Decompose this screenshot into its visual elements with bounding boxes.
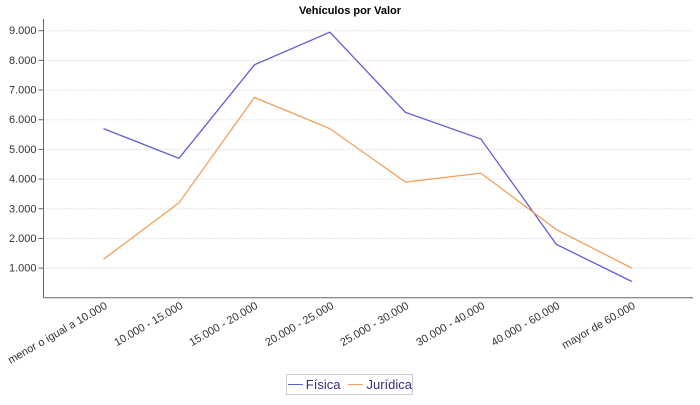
svg-text:4.000: 4.000 <box>9 174 37 186</box>
svg-text:9.000: 9.000 <box>9 25 37 37</box>
svg-text:8.000: 8.000 <box>9 55 37 67</box>
svg-text:7.000: 7.000 <box>9 85 37 97</box>
svg-text:5.000: 5.000 <box>9 144 37 156</box>
svg-text:6.000: 6.000 <box>9 114 37 126</box>
svg-text:2.000: 2.000 <box>9 233 37 245</box>
svg-text:3.000: 3.000 <box>9 203 37 215</box>
svg-text:1.000: 1.000 <box>9 263 37 275</box>
